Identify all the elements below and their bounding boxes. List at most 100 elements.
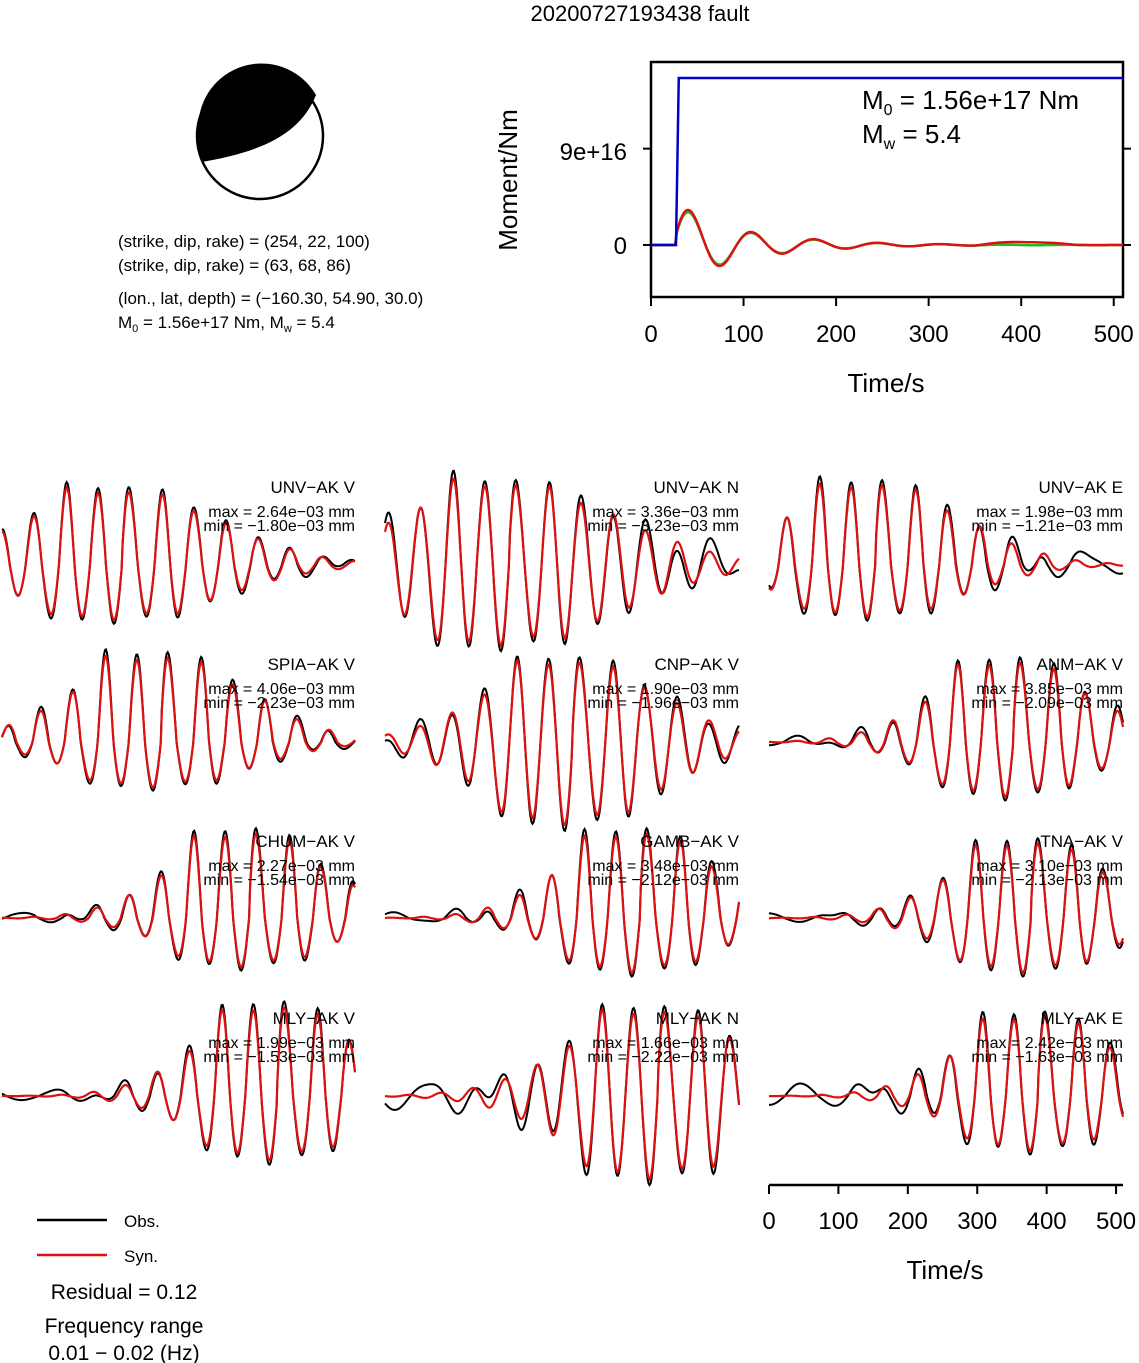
station-max-label: max = 1.90e−03 mm <box>592 681 739 698</box>
station-name-label: TNA−AK V <box>1040 832 1123 851</box>
station-max-label: max = 2.42e−03 mm <box>976 1035 1123 1052</box>
waveform-xtick-label: 200 <box>888 1208 928 1235</box>
station-name-label: UNV−AK E <box>1038 478 1123 497</box>
station-min-label: min = −2.23e−03 mm <box>203 695 355 712</box>
legend-syn-label: Syn. <box>124 1247 158 1266</box>
station-min-label: min = −1.53e−03 mm <box>203 1049 355 1066</box>
synthetic-trace <box>768 482 1123 619</box>
moment-xtick-label: 500 <box>1094 321 1134 348</box>
synthetic-trace <box>384 659 740 827</box>
station-max-label: max = 1.99e−03 mm <box>208 1035 355 1052</box>
moment-ytick-label: 0 <box>614 233 627 260</box>
moment-m0-label: M0 = 1.56e+17 Nm <box>862 85 1079 119</box>
station-name-label: GAMB−AK V <box>640 832 739 851</box>
station-name-label: MLY−AK V <box>273 1009 356 1028</box>
moment-xtick-label: 400 <box>1001 321 1041 348</box>
moment-rate-red-line <box>651 208 1124 268</box>
synthetic-trace <box>0 654 356 789</box>
station-min-label: min = −2.12e−03 mm <box>587 872 739 889</box>
moment-plot-frame <box>649 60 1125 299</box>
station-min-label: min = −1.21e−03 mm <box>971 518 1123 535</box>
moment-rate-green-line <box>651 210 1124 266</box>
station-name-label: UNV−AK V <box>270 478 355 497</box>
station-max-label: max = 3.85e−03 mm <box>976 681 1123 698</box>
station-name-label: CNP−AK V <box>654 655 739 674</box>
station-min-label: min = −3.23e−03 mm <box>587 518 739 535</box>
waveform-xtick-label: 300 <box>957 1208 997 1235</box>
legend-obs-label: Obs. <box>124 1212 160 1231</box>
station-name-label: UNV−AK N <box>654 478 740 497</box>
station-min-label: min = −2.22e−03 mm <box>587 1049 739 1066</box>
synthetic-trace <box>769 841 1125 975</box>
station-min-label: min = −1.80e−03 mm <box>203 518 355 535</box>
focal-nodal-plane-1: (strike, dip, rake) = (254, 22, 100) <box>118 232 370 251</box>
moment-xtick-label: 300 <box>909 321 949 348</box>
focal-magnitude: M0 = 1.56e+17 Nm, Mw = 5.4 <box>118 313 335 335</box>
station-name-label: MLY−AK E <box>1041 1009 1123 1028</box>
moment-mw-label: Mw = 5.4 <box>862 119 961 153</box>
residual-label: Residual = 0.12 <box>51 1281 198 1304</box>
moment-xlabel: Time/s <box>847 368 924 398</box>
moment-ylabel: Moment/Nm <box>493 109 523 251</box>
waveform-xlabel: Time/s <box>906 1255 983 1285</box>
station-max-label: max = 2.64e−03 mm <box>208 504 355 521</box>
station-max-label: max = 3.10e−03 mm <box>976 858 1123 875</box>
synthetic-trace <box>1 485 355 622</box>
station-min-label: min = −1.63e−03 mm <box>971 1049 1123 1066</box>
station-max-label: max = 3.48e−03 mm <box>592 858 739 875</box>
synthetic-trace <box>384 832 741 975</box>
station-min-label: min = −2.13e−03 mm <box>971 872 1123 889</box>
station-max-label: max = 4.06e−03 mm <box>208 681 355 698</box>
waveform-time-axis: Time/s 0 100 200 300 400 500 <box>762 1183 1136 1285</box>
synthetic-trace <box>384 1007 741 1182</box>
station-min-label: min = −1.96e−03 mm <box>587 695 739 712</box>
synthetic-trace <box>2 1006 357 1162</box>
synthetic-trace <box>2 832 356 969</box>
synthetic-trace <box>383 477 740 648</box>
moment-rate-panel: M0 = 1.56e+17 Nm Mw = 5.4 9e+16 0 Moment… <box>493 60 1134 398</box>
waveform-xtick-label: 100 <box>818 1208 858 1235</box>
station-max-label: max = 1.66e−03 mm <box>592 1035 739 1052</box>
waveform-xtick-label: 500 <box>1096 1208 1136 1235</box>
legend: Obs. Syn. <box>37 1212 160 1266</box>
moment-ytick-label: 9e+16 <box>560 139 627 166</box>
station-min-label: min = −2.09e−03 mm <box>971 695 1123 712</box>
station-name-label: MLY−AK N <box>656 1009 739 1028</box>
focal-nodal-plane-2: (strike, dip, rake) = (63, 68, 86) <box>118 256 351 275</box>
station-name-label: SPIA−AK V <box>268 655 356 674</box>
station-name-label: CHUM−AK V <box>255 832 355 851</box>
observed-trace <box>769 1010 1124 1156</box>
station-max-label: max = 1.98e−03 mm <box>976 504 1123 521</box>
frequency-range-label: Frequency range <box>45 1315 204 1338</box>
focal-location: (lon., lat, depth) = (−160.30, 54.90, 30… <box>118 289 423 308</box>
moment-xtick-label: 0 <box>644 321 657 348</box>
waveform-xtick-label: 0 <box>762 1208 775 1235</box>
moment-step-line <box>651 76 1123 247</box>
station-max-label: max = 2.27e−03 mm <box>208 858 355 875</box>
frequency-range-value: 0.01 − 0.02 (Hz) <box>48 1342 199 1363</box>
station-name-label: ANM−AK V <box>1037 655 1124 674</box>
beachball-icon <box>195 63 325 201</box>
moment-xtick-label: 100 <box>724 321 764 348</box>
waveform-xtick-label: 400 <box>1027 1208 1067 1235</box>
figure-title: 20200727193438 fault <box>531 1 750 26</box>
station-min-label: min = −1.54e−03 mm <box>203 872 355 889</box>
station-max-label: max = 3.36e−03 mm <box>592 504 739 521</box>
synthetic-trace <box>768 661 1125 799</box>
synthetic-trace <box>769 1016 1125 1152</box>
moment-xtick-label: 200 <box>816 321 856 348</box>
